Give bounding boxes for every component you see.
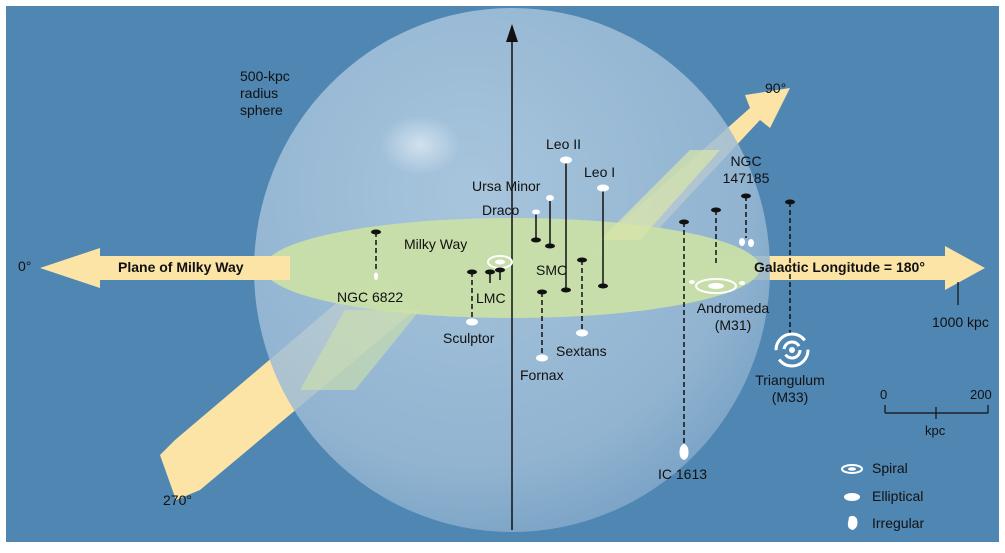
legend-spiral-label: Spiral	[872, 460, 908, 476]
scale-max: 200	[970, 387, 992, 402]
triangulum-spiral	[774, 332, 810, 368]
legend-elliptical: Elliptical	[840, 488, 923, 505]
fornax-label: Fornax	[520, 367, 564, 383]
ngc6822-label: NGC 6822	[337, 289, 404, 305]
draco-label: Draco	[482, 202, 520, 218]
leo1-label: Leo I	[584, 164, 616, 180]
irregular-icon	[847, 515, 858, 530]
angle-270: 270°	[163, 492, 192, 508]
angle-90: 90°	[765, 80, 787, 96]
legend-elliptical-label: Elliptical	[872, 488, 924, 504]
distance-label: 1000 kpc	[932, 314, 989, 330]
sphere-glare	[380, 115, 460, 175]
triangulum-label: Triangulum (M33)	[755, 372, 825, 405]
smc-label: SMC	[536, 262, 568, 278]
lmc-label: LMC	[476, 290, 506, 306]
scale-min: 0	[880, 387, 888, 402]
andromeda-label: Andromeda (M31)	[696, 300, 770, 333]
arrow-90-inner	[600, 150, 720, 240]
vertical-axis-arrowhead	[506, 24, 518, 42]
sculptor-label: Sculptor	[443, 330, 495, 346]
plane-band-left	[150, 256, 290, 280]
scale-unit: kpc	[925, 423, 946, 438]
sphere-label: 500-kpc radius sphere	[240, 68, 290, 118]
ic1613-label: IC 1613	[658, 466, 708, 482]
angle-0: 0°	[18, 258, 32, 274]
leo2-label: Leo II	[546, 136, 582, 152]
ursa-minor-label: Ursa Minor	[472, 178, 541, 194]
legend-irregular: Irregular	[840, 514, 924, 532]
arrow-270-inner	[300, 310, 420, 390]
longitude-label: Galactic Longitude = 180°	[754, 259, 925, 275]
scale-bar	[884, 405, 989, 419]
andromeda-spiral	[689, 278, 745, 294]
milky-way-label: Milky Way	[404, 236, 468, 252]
sextans-label: Sextans	[556, 343, 607, 359]
arrow-plane-right	[700, 246, 985, 290]
legend-irregular-label: Irregular	[872, 514, 925, 531]
elliptical-icon	[844, 492, 860, 501]
plane-label: Plane of Milky Way	[118, 259, 244, 275]
legend-spiral: Spiral	[840, 460, 908, 477]
spiral-icon	[841, 463, 863, 474]
ngc147185-label: NGC 147185	[722, 153, 770, 186]
